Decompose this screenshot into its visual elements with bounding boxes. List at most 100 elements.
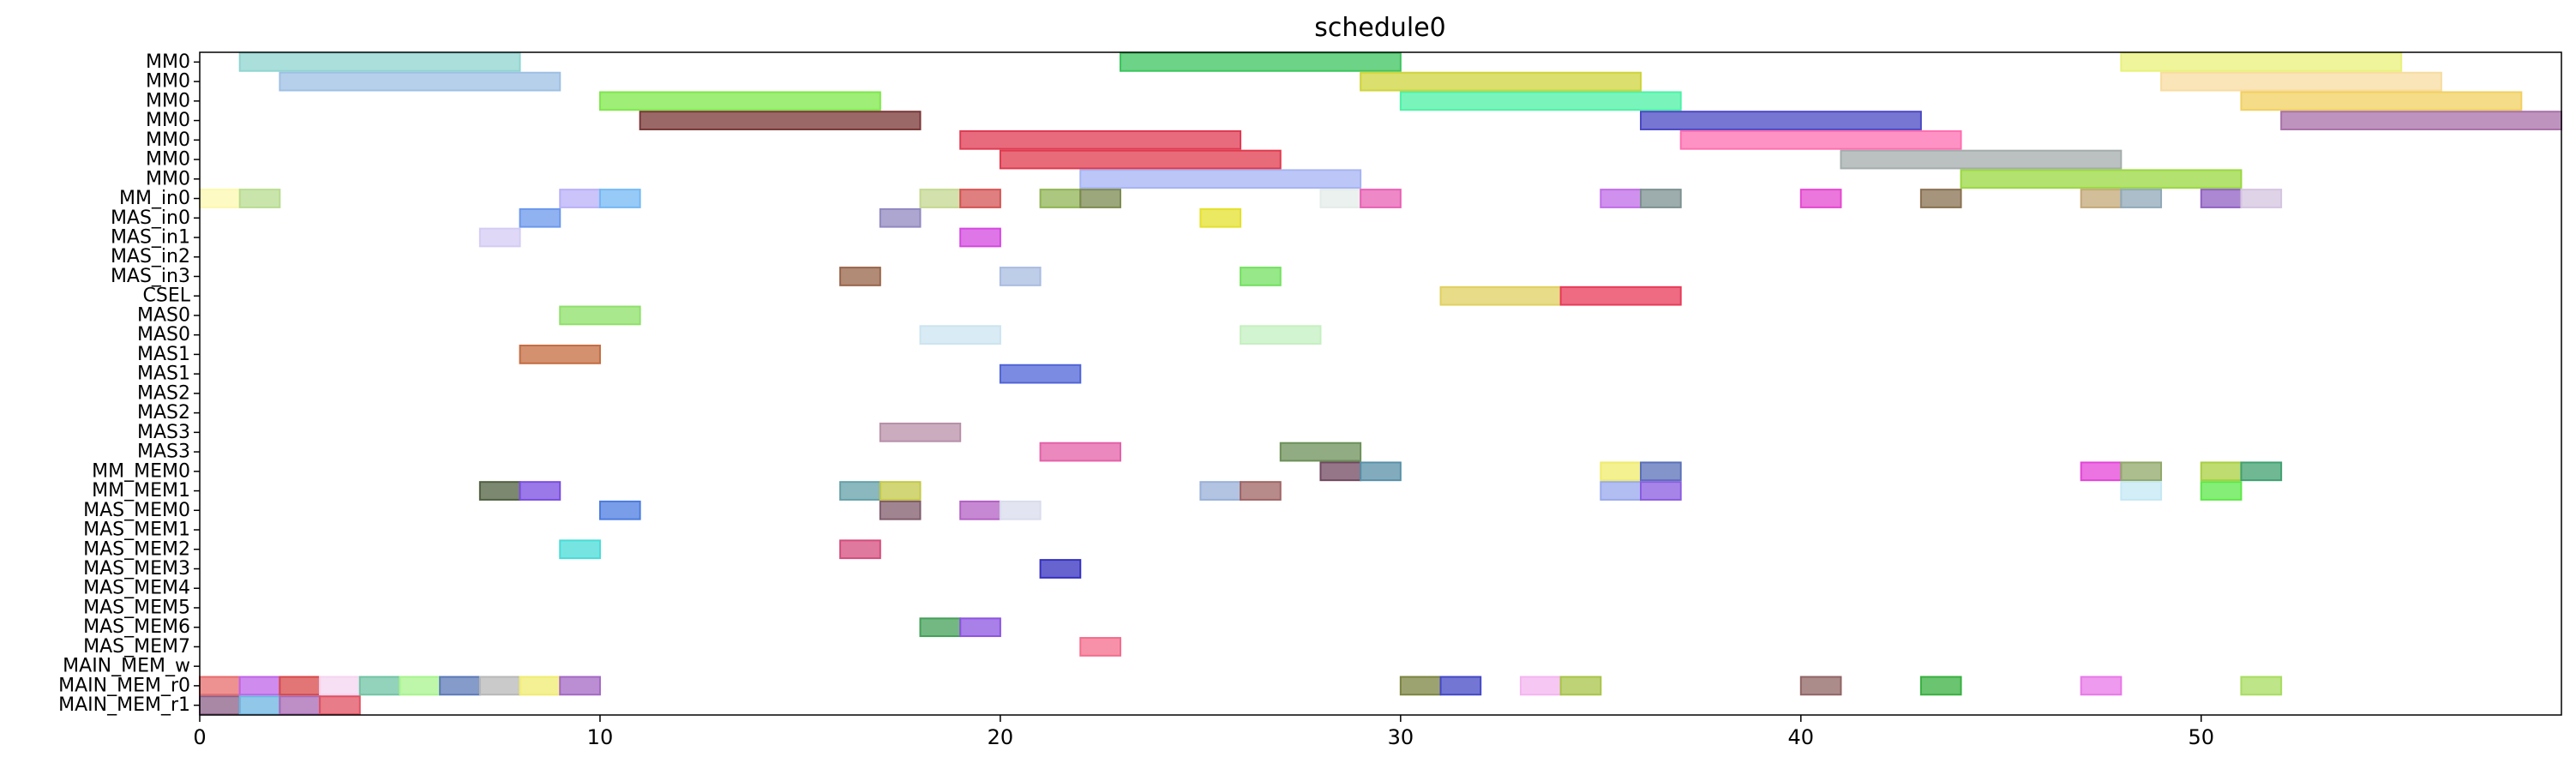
y-tick-label: MAS_MEM7 — [83, 636, 190, 658]
task-bar — [559, 189, 601, 208]
task-bar — [358, 676, 401, 696]
task-bar — [879, 481, 922, 501]
task-bar — [1640, 189, 1682, 208]
task-bar — [2240, 461, 2283, 482]
y-tick-label: MAS2 — [137, 402, 190, 424]
task-bar — [1439, 676, 1482, 696]
task-bar — [279, 695, 321, 716]
task-bar — [2240, 676, 2283, 696]
task-bar — [598, 91, 881, 111]
task-bar — [959, 227, 1001, 248]
task-bar — [999, 149, 1282, 170]
y-tick-label: MM0 — [146, 110, 190, 131]
task-bar — [2120, 481, 2163, 501]
task-bar — [559, 539, 601, 560]
task-bar — [959, 129, 1242, 150]
task-bar — [519, 345, 601, 364]
task-bar — [2120, 461, 2163, 482]
task-bar — [879, 500, 922, 520]
task-bar — [1079, 189, 1121, 208]
task-bar — [238, 676, 281, 696]
y-tick-label: MM_MEM1 — [92, 480, 190, 502]
task-bar — [279, 71, 561, 92]
task-bar — [238, 189, 281, 208]
task-bar — [1360, 461, 1402, 482]
task-bar — [1640, 461, 1682, 482]
y-tick-label: MM_MEM0 — [92, 460, 190, 482]
task-bar — [1079, 169, 1362, 189]
y-tick-label: MAS_in2 — [111, 246, 190, 267]
task-bar — [2200, 481, 2243, 501]
task-bar — [1519, 676, 1562, 696]
task-bar — [2080, 189, 2123, 208]
task-bar — [639, 111, 922, 130]
y-tick-label: MM0 — [146, 168, 190, 189]
task-bar — [399, 676, 441, 696]
y-tick-label: MAS_MEM2 — [83, 538, 190, 560]
task-bar — [478, 676, 521, 696]
task-bar — [319, 695, 361, 716]
task-bar — [839, 539, 881, 560]
task-bar — [1840, 149, 2123, 170]
y-tick-label: MAS_MEM4 — [83, 578, 190, 599]
task-bar — [1399, 676, 1442, 696]
task-bar — [1079, 637, 1121, 657]
task-bar — [559, 305, 641, 326]
task-bar — [519, 481, 561, 501]
y-tick-label: MAS_in0 — [111, 207, 190, 229]
task-bar — [2240, 189, 2283, 208]
y-tick-label: MAS1 — [137, 363, 190, 385]
y-tick-label: MAS0 — [137, 324, 190, 345]
task-bar — [1799, 189, 1842, 208]
task-bar — [238, 52, 521, 72]
task-bar — [598, 189, 641, 208]
y-tick-label: MAS3 — [137, 422, 190, 443]
task-bar — [1679, 129, 1962, 150]
task-bar — [959, 617, 1001, 638]
x-axis-ticks: 0 10 20 30 40 50 — [193, 715, 2214, 749]
y-tick-label: MAS3 — [137, 442, 190, 463]
task-bar — [2200, 189, 2243, 208]
task-bar — [999, 363, 1082, 384]
task-bar — [2240, 91, 2523, 111]
y-tick-label: MAS2 — [137, 382, 190, 404]
y-tick-label: MAIN_MEM_w — [63, 656, 190, 677]
y-tick-label: MAS_in1 — [111, 226, 190, 248]
task-bar — [1799, 676, 1842, 696]
y-tick-label: MAS_in3 — [111, 266, 190, 287]
task-bar — [199, 695, 241, 716]
task-bars — [199, 52, 2562, 716]
task-bar — [478, 227, 521, 248]
y-tick-label: MAIN_MEM_r0 — [58, 675, 190, 696]
y-tick-label: MM0 — [146, 51, 190, 73]
task-bar — [879, 207, 922, 228]
task-bar — [2280, 111, 2562, 130]
task-bar — [199, 676, 241, 696]
x-tick-label: 50 — [2188, 725, 2214, 749]
y-axis-labels: MM0MM0MM0MM0MM0MM0MM0MM_in0MAS_in0MAS_in… — [58, 51, 200, 716]
task-bar — [1640, 111, 1922, 130]
task-bar — [999, 500, 1042, 520]
task-bar — [598, 500, 641, 520]
task-bar — [1039, 559, 1082, 579]
task-bar — [519, 207, 561, 228]
task-bar — [1039, 189, 1082, 208]
y-tick-label: MAS0 — [137, 304, 190, 326]
y-tick-label: MAS1 — [137, 344, 190, 365]
task-bar — [1039, 442, 1121, 462]
y-tick-label: MAIN_MEM_r1 — [58, 694, 190, 716]
task-bar — [1319, 461, 1362, 482]
task-bar — [2120, 189, 2163, 208]
task-bar — [319, 676, 361, 696]
task-bar — [959, 189, 1001, 208]
task-bar — [919, 617, 962, 638]
task-bar — [2200, 461, 2243, 482]
y-tick-label: MM0 — [146, 71, 190, 93]
task-bar — [519, 676, 561, 696]
y-tick-label: MAS_MEM1 — [83, 520, 190, 541]
y-tick-label: CSEL — [143, 285, 191, 307]
task-bar — [1240, 481, 1282, 501]
x-tick-label: 30 — [1388, 725, 1414, 749]
y-tick-label: MM0 — [146, 129, 190, 151]
